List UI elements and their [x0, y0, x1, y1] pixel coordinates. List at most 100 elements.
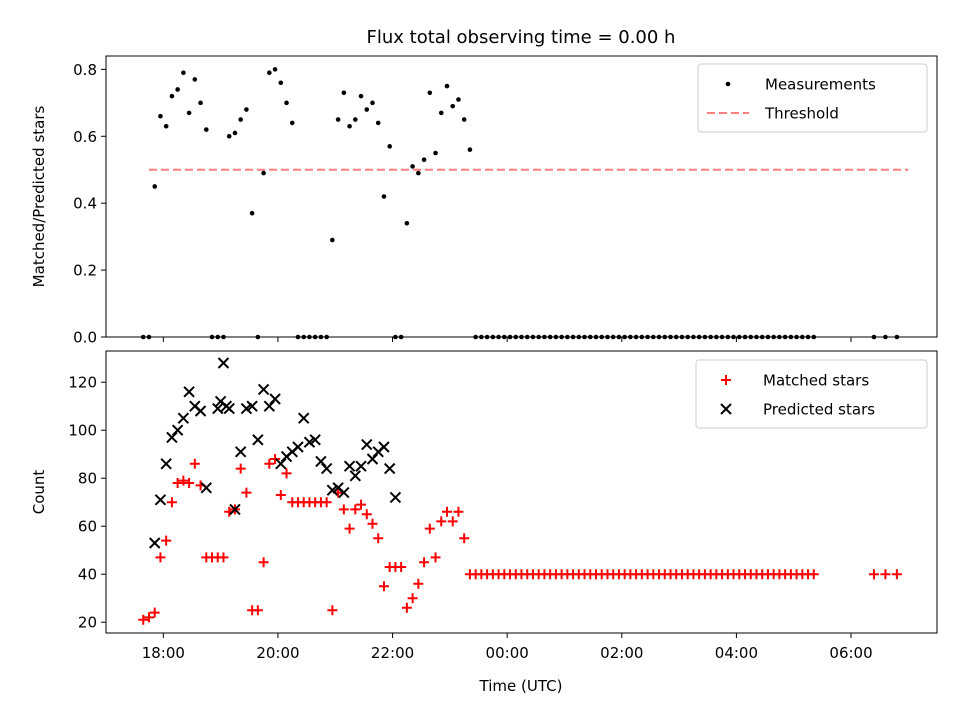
matched-star-point	[373, 533, 384, 544]
measurement-point	[651, 334, 656, 340]
x-tick-label: 06:00	[829, 644, 872, 662]
legend-matched-marker	[721, 375, 731, 385]
y-tick-label: 0.2	[73, 262, 97, 280]
measurement-point	[381, 194, 387, 199]
measurement-point	[358, 93, 364, 99]
measurement-point	[484, 334, 490, 340]
predicted-star-point	[292, 441, 304, 453]
matched-star-point	[327, 605, 338, 616]
measurement-point	[186, 110, 192, 116]
matched-star-point	[396, 562, 407, 572]
measurement-point	[335, 117, 341, 122]
measurement-point	[587, 334, 593, 340]
measurement-point	[883, 334, 888, 340]
measurement-point	[771, 334, 776, 340]
measurement-point	[559, 334, 564, 340]
measurement-point	[736, 334, 742, 340]
measurement-point	[163, 123, 169, 129]
measurement-point	[691, 334, 696, 340]
measurement-point	[685, 334, 690, 340]
matched-star-point	[361, 509, 372, 520]
measurement-point	[341, 90, 347, 96]
measurement-point	[524, 334, 530, 340]
measurement-point	[662, 334, 668, 340]
measurement-point	[782, 334, 788, 340]
measurement-point	[805, 334, 811, 340]
matched-star-point	[241, 487, 252, 498]
y-axis-label: Matched/Predicted stars	[30, 106, 48, 288]
measurement-point	[295, 334, 301, 340]
measurement-point	[198, 100, 203, 106]
measurement-point	[599, 334, 605, 340]
measurement-point	[702, 334, 708, 340]
measurement-point	[410, 164, 415, 169]
matched-star-point	[367, 518, 378, 529]
matched-star-point	[138, 614, 149, 625]
measurement-point	[502, 334, 507, 340]
measurement-point	[301, 334, 307, 340]
measurement-point	[456, 97, 461, 102]
measurement-point	[610, 334, 616, 340]
x-tick-label: 20:00	[256, 644, 299, 662]
measurement-point	[450, 103, 456, 109]
measurement-point	[871, 334, 877, 340]
legend-predicted-marker	[720, 403, 732, 415]
legend-matched-label: Matched stars	[763, 372, 869, 390]
measurement-point	[289, 120, 295, 126]
matched-star-point	[143, 612, 154, 623]
predicted-star-point	[378, 441, 390, 453]
predicted-star-point	[263, 400, 276, 412]
predicted-star-point	[349, 470, 362, 482]
predicted-star-point	[309, 434, 321, 446]
matched-star-point	[424, 523, 435, 534]
measurement-point	[312, 334, 318, 340]
measurement-point	[708, 334, 713, 340]
matched-star-point	[252, 605, 263, 616]
matched-star-point	[441, 506, 452, 517]
predicted-star-point	[326, 484, 339, 496]
predicted-star-point	[183, 386, 195, 398]
legend-measurement-label: Measurements	[765, 76, 876, 94]
measurement-point	[777, 334, 782, 340]
measurement-point	[387, 144, 392, 149]
matched-star-point	[161, 535, 172, 546]
measurement-point	[152, 184, 158, 189]
measurement-point	[398, 334, 404, 340]
measurement-point	[725, 334, 731, 340]
measurement-point	[467, 147, 473, 152]
predicted-star-point	[246, 400, 258, 412]
predicted-star-point	[149, 537, 161, 549]
measurement-point	[461, 117, 467, 122]
predicted-star-point	[194, 405, 207, 417]
measurement-point	[404, 220, 410, 226]
measurement-point	[536, 334, 541, 340]
matched-star-point	[149, 607, 160, 618]
measurement-point	[353, 117, 358, 122]
measurement-point	[249, 210, 255, 216]
matched-star-point	[270, 454, 281, 464]
measurement-point	[765, 334, 771, 340]
measurement-point	[272, 67, 278, 72]
predicted-star-point	[366, 453, 379, 465]
predicted-star-point	[269, 393, 281, 405]
matched-star-point	[891, 569, 902, 580]
figure-title: Flux total observing time = 0.00 h	[367, 27, 676, 48]
matched-star-point	[808, 569, 819, 580]
matched-star-point	[453, 506, 464, 517]
measurement-point	[318, 334, 324, 340]
predicted-star-point	[383, 462, 396, 475]
measurement-point	[547, 334, 553, 340]
measurement-point	[324, 334, 329, 340]
predicted-star-point	[177, 412, 190, 424]
measurement-point	[788, 334, 794, 340]
matched-star-point	[344, 523, 355, 534]
x-tick-label: 18:00	[142, 644, 185, 662]
matched-star-point	[155, 552, 166, 563]
x-tick-label: 22:00	[371, 644, 414, 662]
measurement-point	[416, 170, 421, 176]
measurement-point	[267, 70, 272, 76]
measurement-point	[255, 334, 261, 340]
measurement-point	[553, 334, 559, 340]
measurement-point	[593, 334, 599, 340]
measurement-point	[192, 77, 198, 82]
